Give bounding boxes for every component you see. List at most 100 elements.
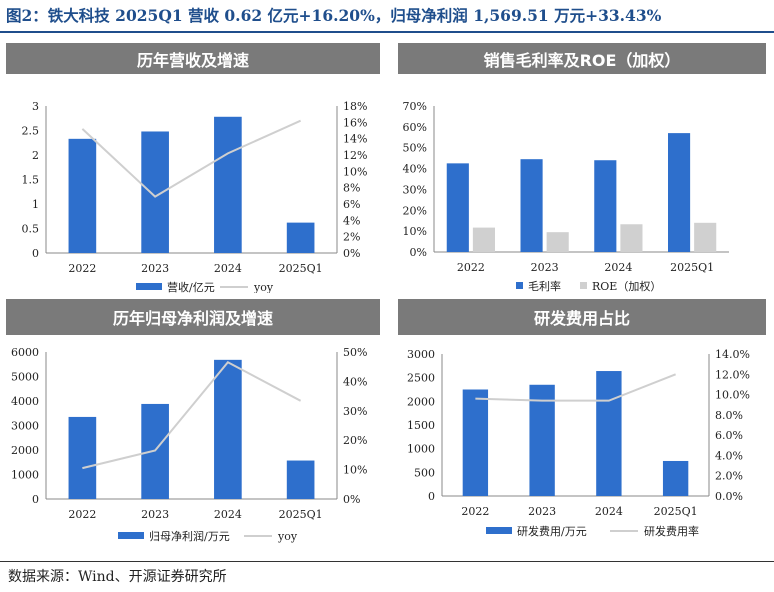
legend-swatch-0 <box>486 527 512 534</box>
legend-label-1: yoy <box>277 530 298 543</box>
left-tick-label: 20% <box>403 204 427 217</box>
right-tick-label: 4% <box>343 214 360 227</box>
x-tick-label: 2025Q1 <box>279 508 323 521</box>
x-tick-label: 2025Q1 <box>279 262 323 275</box>
left-tick-label: 0.5 <box>22 223 40 236</box>
left-tick-label: 2000 <box>11 444 39 457</box>
right-tick-label: 6% <box>343 198 360 211</box>
bar-1-3 <box>694 222 717 252</box>
rnd-panel: 研发费用占比 0 500 1000 1500 2000 2500 3000 0.0% 2.0% 4… <box>398 299 766 555</box>
left-tick-label: 4000 <box>11 395 39 408</box>
legend-label-1: ROE（加权） <box>592 280 661 293</box>
left-tick-label: 1.5 <box>22 174 40 187</box>
legend-swatch-0 <box>118 532 144 539</box>
legend-label-0: 归母净利润/万元 <box>149 529 230 543</box>
x-tick-label: 2023 <box>141 508 169 521</box>
left-tick-label: 0 <box>32 493 39 506</box>
right-tick-label: 10% <box>343 464 367 477</box>
right-tick-label: 0% <box>343 493 360 506</box>
right-tick-label: 14.0% <box>715 348 750 361</box>
title-rule <box>0 31 774 33</box>
right-tick-label: 8.0% <box>715 409 743 422</box>
bar-1-2 <box>620 224 643 252</box>
right-tick-label: 20% <box>343 434 367 447</box>
margin-panel-header: 销售毛利率及ROE（加权） <box>398 43 766 74</box>
bar-1-1 <box>546 232 569 252</box>
left-tick-label: 2 <box>32 149 39 162</box>
x-tick-label: 2025Q1 <box>670 261 714 274</box>
figure-title: 图2：铁大科技 2025Q1 营收 0.62 亿元+16.20%，归母净利润 1… <box>6 6 662 25</box>
bar-0-2 <box>214 116 242 253</box>
revenue-panel: 历年营收及增速 0 0.5 1 1.5 2 2.5 3 0% 2% 4% 6% 8% 10% 12% 14%… <box>6 43 380 293</box>
margin-chart: 0% 10% 20% 30% 40% 50% 60% 70% 2022 2023 2024 2025Q… <box>403 100 729 293</box>
left-tick-label: 2500 <box>407 372 435 385</box>
bar-0-3 <box>668 133 691 252</box>
left-tick-label: 70% <box>403 100 427 113</box>
right-tick-label: 10% <box>343 165 367 178</box>
x-tick-label: 2024 <box>214 262 242 275</box>
right-tick-label: 16% <box>343 116 367 129</box>
x-tick-label: 2022 <box>457 261 485 274</box>
left-tick-label: 5000 <box>11 371 39 384</box>
left-tick-label: 1 <box>32 198 39 211</box>
bar-0-2 <box>596 371 622 496</box>
bar-1-0 <box>472 227 495 252</box>
margin-panel: 销售毛利率及ROE（加权） 0% 10% 20% 30% 40% 50% 60% 70% 202… <box>398 43 766 293</box>
revenue-panel-header: 历年营收及增速 <box>6 43 380 74</box>
bar-0-2 <box>214 359 242 499</box>
x-tick-label: 2024 <box>214 508 242 521</box>
right-tick-label: 4.0% <box>715 449 743 462</box>
rnd-panel-header: 研发费用占比 <box>398 299 766 335</box>
right-tick-label: 2.0% <box>715 470 743 483</box>
bar-0-1 <box>529 384 555 496</box>
left-tick-label: 50% <box>403 142 427 155</box>
right-tick-label: 8% <box>343 182 360 195</box>
right-tick-label: 30% <box>343 405 367 418</box>
legend-label-0: 研发费用/万元 <box>517 524 587 538</box>
legend-swatch-0 <box>516 282 523 289</box>
line-series-0 <box>475 373 676 402</box>
legend-label-0: 营收/亿元 <box>167 280 215 293</box>
right-tick-label: 6.0% <box>715 429 743 442</box>
right-tick-label: 40% <box>343 375 367 388</box>
x-tick-label: 2024 <box>604 261 632 274</box>
legend-label-1: 研发费用率 <box>644 524 699 538</box>
right-tick-label: 0% <box>343 247 360 260</box>
bar-0-1 <box>520 159 543 252</box>
left-tick-label: 30% <box>403 183 427 196</box>
left-tick-label: 6000 <box>11 346 39 359</box>
legend-swatch-1 <box>580 282 587 289</box>
bar-0-0 <box>462 389 489 496</box>
bar-0-3 <box>286 222 315 253</box>
left-tick-label: 1000 <box>407 443 435 456</box>
rnd-chart: 0 500 1000 1500 2000 2500 3000 0.0% 2.0% 4.0% 6.0%… <box>407 348 750 538</box>
x-tick-label: 2023 <box>528 505 556 518</box>
right-tick-label: 12% <box>343 149 367 162</box>
left-tick-label: 10% <box>403 225 427 238</box>
x-tick-label: 2023 <box>531 261 559 274</box>
left-tick-label: 2000 <box>407 395 435 408</box>
bar-0-3 <box>662 460 689 496</box>
bar-0-0 <box>68 138 97 253</box>
left-tick-label: 60% <box>403 121 427 134</box>
netprofit-chart: 0 1000 2000 3000 4000 5000 6000 0% 10% 20% 30% 40% 5… <box>11 346 367 543</box>
bar-0-0 <box>68 416 97 499</box>
x-tick-label: 2024 <box>595 505 623 518</box>
netprofit-panel: 历年归母净利润及增速 0 1000 2000 3000 4000 5000 6000 0% 10… <box>6 299 380 555</box>
right-tick-label: 10.0% <box>715 389 750 402</box>
left-tick-label: 0% <box>410 246 427 259</box>
source-rule <box>0 561 774 562</box>
right-tick-label: 50% <box>343 346 367 359</box>
line-series-0 <box>81 119 302 198</box>
left-tick-label: 0 <box>428 490 435 503</box>
bar-0-2 <box>594 160 617 252</box>
left-tick-label: 2.5 <box>22 125 40 138</box>
legend-label-1: yoy <box>253 281 274 293</box>
left-tick-label: 40% <box>403 163 427 176</box>
left-tick-label: 1500 <box>407 419 435 432</box>
right-tick-label: 2% <box>343 231 360 244</box>
source-note: 数据来源：Wind、开源证券研究所 <box>8 569 227 585</box>
line-series-0 <box>82 361 302 470</box>
bar-0-3 <box>286 460 315 499</box>
right-tick-label: 0.0% <box>715 490 743 503</box>
